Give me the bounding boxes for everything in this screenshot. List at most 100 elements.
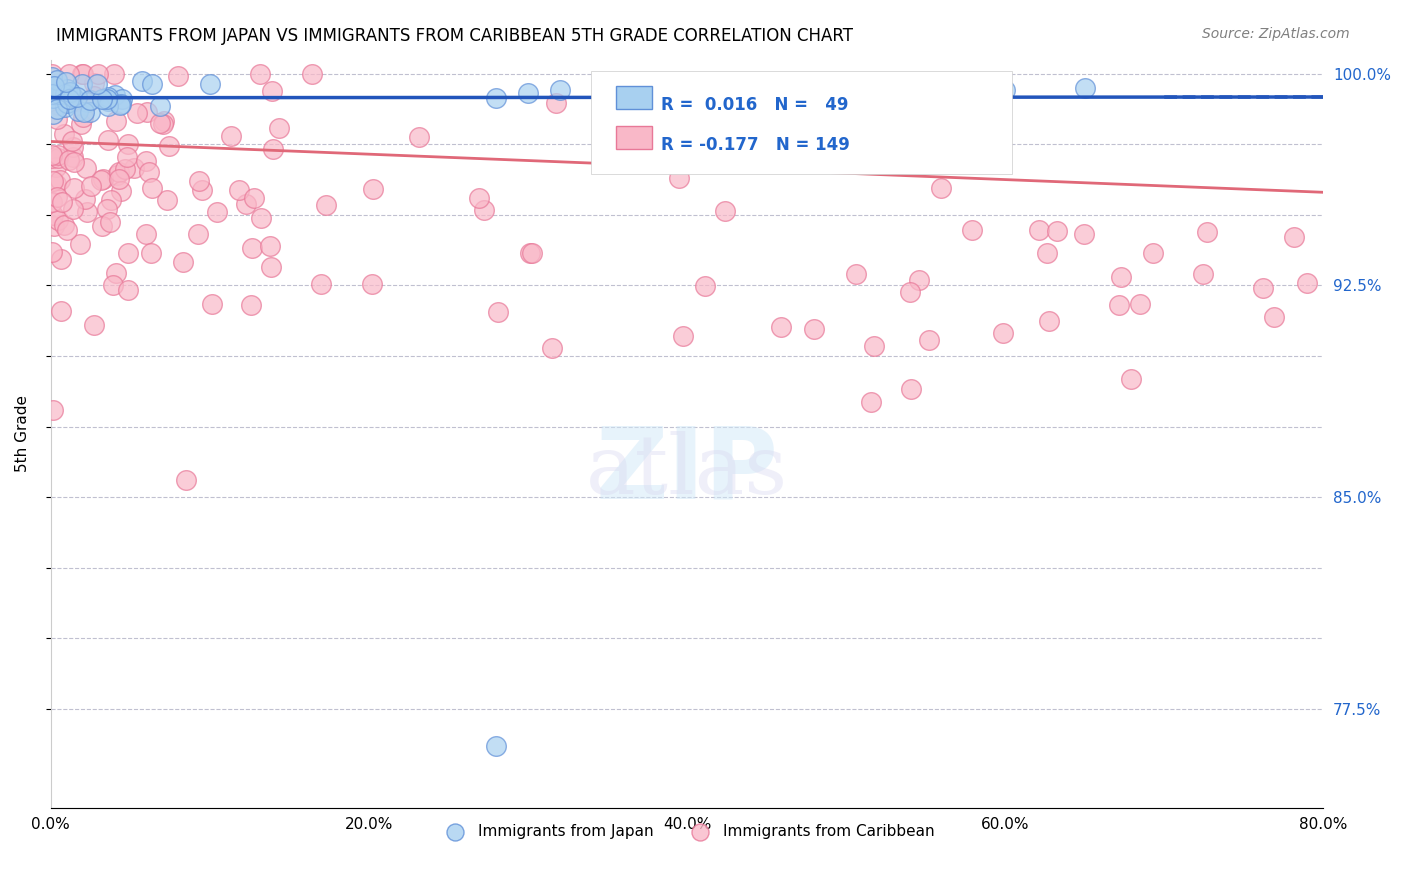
Point xyxy=(79,179,101,194)
Point xyxy=(63,181,86,195)
Point xyxy=(117,136,139,151)
Text: IMMIGRANTS FROM JAPAN VS IMMIGRANTS FROM CARIBBEAN 5TH GRADE CORRELATION CHART: IMMIGRANTS FROM JAPAN VS IMMIGRANTS FROM… xyxy=(56,27,853,45)
Point xyxy=(70,67,93,81)
Point xyxy=(472,203,495,218)
Point xyxy=(188,174,211,188)
Point xyxy=(59,85,82,99)
Point xyxy=(52,219,75,233)
Point xyxy=(249,67,271,81)
Point xyxy=(53,99,76,113)
Point xyxy=(110,96,132,111)
Legend: Immigrants from Japan, Immigrants from Caribbean: Immigrants from Japan, Immigrants from C… xyxy=(434,818,941,845)
Point xyxy=(240,298,263,312)
Point xyxy=(259,239,281,253)
Point xyxy=(97,133,120,147)
Point xyxy=(1253,281,1275,295)
Point xyxy=(41,151,63,165)
Point xyxy=(46,151,69,165)
Point xyxy=(111,92,134,106)
Point xyxy=(468,191,491,205)
Point xyxy=(45,73,67,87)
Point xyxy=(105,113,128,128)
Point xyxy=(90,172,112,186)
Point xyxy=(45,177,67,191)
Point xyxy=(83,318,105,333)
Point xyxy=(46,190,69,204)
Point xyxy=(42,107,65,121)
Point xyxy=(136,104,159,119)
Point xyxy=(45,160,67,174)
Text: Source: ZipAtlas.com: Source: ZipAtlas.com xyxy=(1202,27,1350,41)
Point xyxy=(991,326,1014,340)
Point xyxy=(228,183,250,197)
Point xyxy=(157,138,180,153)
Point xyxy=(46,97,69,112)
Text: atlas: atlas xyxy=(586,431,789,511)
Point xyxy=(46,102,69,116)
Point xyxy=(713,204,735,219)
Point xyxy=(152,117,174,131)
Point xyxy=(79,93,101,107)
Point xyxy=(62,90,84,104)
Point xyxy=(56,223,79,237)
Point xyxy=(1119,372,1142,386)
Point xyxy=(803,322,825,336)
Point xyxy=(914,104,936,119)
Point xyxy=(363,182,385,196)
Point xyxy=(1073,81,1095,95)
Point xyxy=(41,87,63,102)
Point xyxy=(41,91,63,105)
Point xyxy=(41,174,63,188)
Point xyxy=(1108,298,1130,312)
Point xyxy=(1192,267,1215,281)
Point xyxy=(127,105,149,120)
Point xyxy=(862,339,884,353)
Point xyxy=(76,204,98,219)
Point xyxy=(149,115,172,129)
Point xyxy=(262,84,284,98)
Point xyxy=(117,246,139,260)
Point xyxy=(75,161,97,176)
Point xyxy=(87,67,110,81)
Point xyxy=(198,77,221,91)
Point xyxy=(408,130,430,145)
Point xyxy=(1282,230,1305,244)
Point xyxy=(262,143,284,157)
Point xyxy=(73,105,96,120)
Point xyxy=(309,277,332,291)
Point xyxy=(62,140,84,154)
Point xyxy=(929,180,952,194)
Point xyxy=(58,93,80,107)
Point xyxy=(596,86,619,100)
Point xyxy=(56,95,79,110)
Point xyxy=(544,95,567,110)
Point xyxy=(100,193,122,207)
Point xyxy=(117,283,139,297)
Point xyxy=(96,202,118,216)
Point xyxy=(107,168,129,182)
Point xyxy=(240,241,263,255)
Point xyxy=(86,77,108,91)
Point xyxy=(135,154,157,169)
Point xyxy=(104,88,127,103)
Point xyxy=(70,77,93,91)
Point xyxy=(845,268,868,282)
Point xyxy=(219,129,242,144)
Point xyxy=(60,134,83,148)
Point xyxy=(486,304,509,318)
Point xyxy=(315,198,337,212)
Point xyxy=(907,273,929,287)
Point xyxy=(103,67,125,81)
Point xyxy=(53,87,76,102)
Point xyxy=(131,74,153,88)
Point xyxy=(46,85,69,99)
Point xyxy=(541,341,564,355)
Point xyxy=(77,95,100,110)
Point xyxy=(191,183,214,197)
Point xyxy=(66,90,89,104)
Point xyxy=(97,99,120,113)
Point xyxy=(962,223,984,237)
Point xyxy=(135,227,157,241)
Point xyxy=(948,132,970,146)
Point xyxy=(156,193,179,207)
